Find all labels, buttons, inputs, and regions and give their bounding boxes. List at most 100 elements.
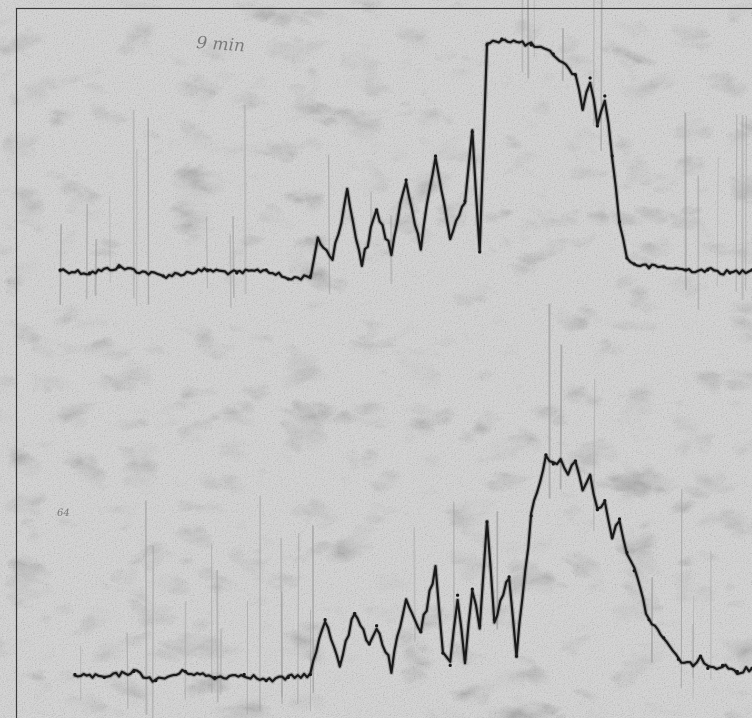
trace-2-point	[691, 663, 695, 668]
trace-2-point	[485, 520, 489, 524]
trace-2-point	[529, 514, 533, 518]
trace-2-point	[478, 624, 482, 628]
trace-2-point	[706, 666, 710, 671]
trace-1-point	[588, 76, 592, 80]
trace-1-point	[500, 37, 504, 41]
trace-2-point	[367, 642, 371, 646]
trace-1-point	[610, 154, 614, 158]
trace-1-point	[448, 235, 452, 239]
trace-1-point	[345, 190, 349, 194]
trace-1-point	[573, 73, 578, 77]
trace-1-point	[617, 220, 622, 224]
trace-2-point	[507, 575, 511, 579]
trace-2-point	[183, 669, 187, 674]
trace-1-spike	[527, 0, 530, 79]
trace-2-spike	[126, 632, 129, 709]
trace-2-point	[456, 593, 460, 597]
trace-2-point	[735, 669, 739, 674]
trace-2-point	[544, 453, 548, 457]
trace-1-point	[728, 271, 732, 275]
trace-1-point	[595, 124, 600, 128]
trace-1-point	[205, 268, 209, 272]
trace-2-point	[662, 636, 666, 640]
trace-1-spike	[716, 156, 719, 287]
trace-1-point	[58, 268, 62, 272]
trace-1-point	[433, 154, 438, 158]
trace-2-point	[595, 508, 600, 512]
trace-2-spike	[593, 378, 596, 532]
trace-2-point	[448, 663, 452, 668]
trace-2-point	[323, 618, 327, 622]
trace-1-point	[485, 43, 489, 47]
trace-2-point	[581, 486, 585, 491]
trace-2-point	[603, 499, 607, 503]
trace-1-point	[389, 250, 393, 254]
trace-1-spike	[232, 216, 235, 299]
trace-1-spike	[205, 216, 209, 289]
trace-1-point	[330, 256, 335, 260]
trace-2-point	[353, 611, 357, 616]
trace-2-spike	[144, 500, 148, 715]
trace-2-point	[573, 459, 578, 463]
trace-2-point	[154, 679, 158, 683]
trace-1-point	[375, 208, 379, 212]
trace-2-point	[463, 657, 467, 661]
trace-1-point	[360, 262, 364, 266]
trace-1-spike	[59, 224, 62, 305]
trace-2-spike	[151, 545, 155, 718]
trace-1-spike	[243, 104, 247, 295]
trace-1-spike	[684, 112, 687, 291]
trace-2-point	[213, 675, 217, 680]
trace-1-point	[581, 106, 585, 110]
trace-2-point	[308, 672, 312, 677]
trace-2-point	[647, 618, 651, 622]
trace-2-spike	[413, 527, 416, 642]
trace-2-point	[625, 550, 629, 555]
trace-2-point	[264, 679, 268, 683]
left-margin-mark: 64	[57, 508, 70, 519]
trace-1-point	[603, 94, 607, 98]
trace-2-point	[632, 569, 636, 573]
trace-2-point	[721, 663, 725, 668]
trace-1-spike	[109, 195, 111, 284]
trace-1-point	[529, 43, 533, 47]
trace-2-spike	[559, 344, 563, 490]
trace-2-point	[286, 675, 290, 680]
trace-1-series-1	[59, 38, 752, 281]
trace-1-spike	[327, 154, 331, 294]
trace-1-spike	[735, 114, 738, 292]
trace-2-spike	[216, 569, 219, 703]
top-left-note: 9 min	[196, 33, 246, 56]
trace-1-point	[235, 271, 239, 275]
trace-1-point	[647, 265, 651, 269]
trace-2-point	[610, 535, 614, 539]
trace-2-spike	[219, 628, 223, 695]
trace-2-point	[242, 672, 246, 677]
plate-frame	[15, 7, 752, 718]
trace-2-series-1	[73, 454, 752, 683]
trace-2-point	[404, 599, 408, 603]
trace-1-point	[117, 265, 121, 269]
trace-2-point	[551, 462, 555, 466]
trace-1-point	[404, 178, 408, 182]
trace-2-point	[698, 654, 703, 658]
trace-2-point	[419, 630, 423, 634]
trace-1-spike	[94, 239, 98, 296]
trace-1-spike	[85, 203, 89, 300]
trace-layer	[57, 37, 752, 684]
trace-2-point	[375, 624, 379, 628]
trace-1-point	[161, 274, 165, 278]
trace-1-point	[706, 268, 710, 272]
trace-1-spike	[229, 234, 232, 308]
trace-1-point	[470, 130, 474, 134]
trace-1-spike	[745, 115, 747, 291]
trace-1-point	[88, 271, 92, 275]
trace-1-point	[316, 238, 320, 242]
trace-1-point	[463, 199, 467, 203]
trace-1-point	[632, 262, 636, 266]
trace-2-point	[338, 660, 342, 664]
trace-2-point	[433, 569, 438, 573]
trace-2-point	[73, 672, 77, 677]
trace-1-point	[478, 250, 482, 254]
trace-2-point	[492, 618, 496, 622]
